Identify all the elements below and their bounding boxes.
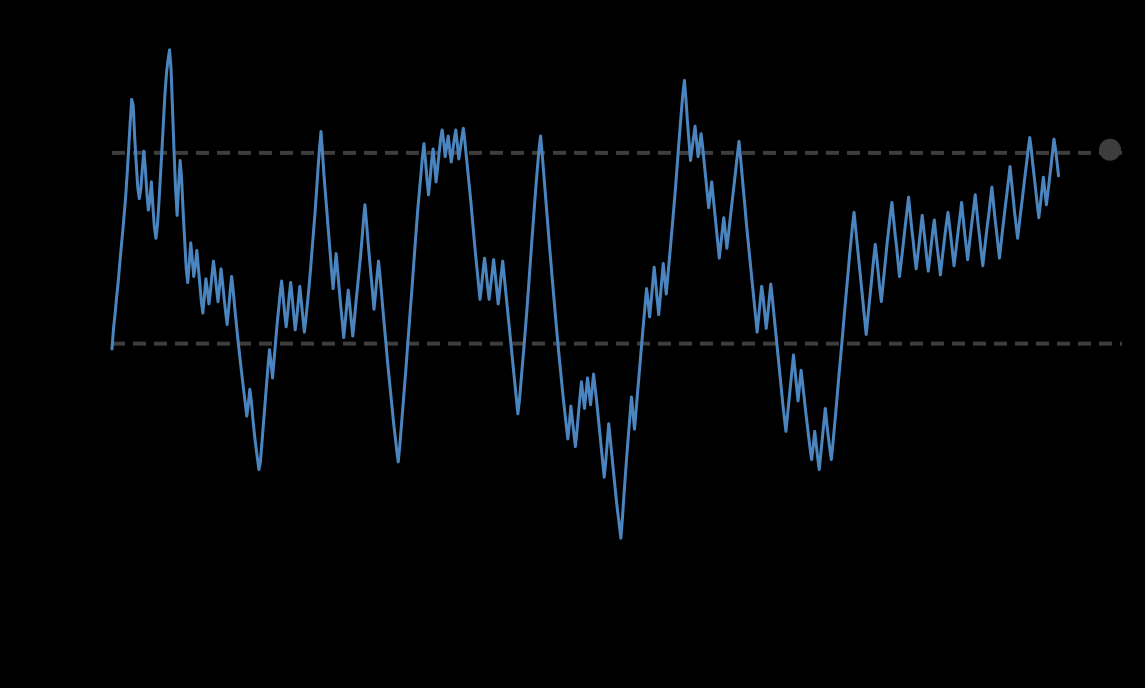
reference-lines-group: [112, 150, 1122, 346]
last-value-marker-icon: [1099, 138, 1121, 161]
series-group: [110, 48, 1061, 540]
signal-line: [110, 48, 1061, 540]
